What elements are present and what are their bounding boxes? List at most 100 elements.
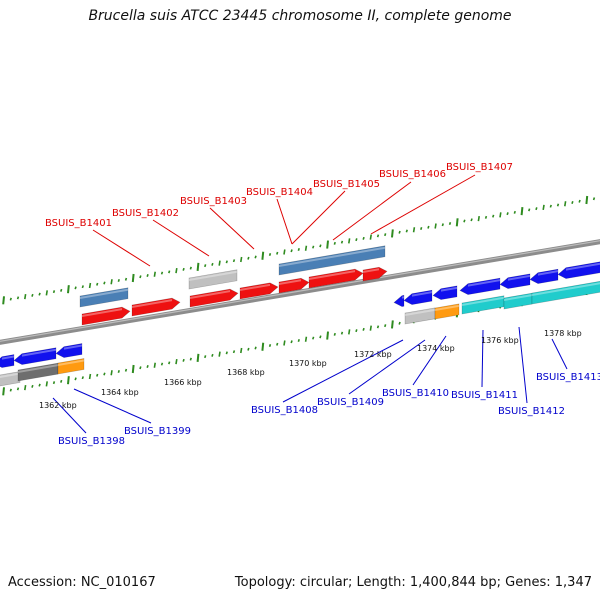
gene-reverse-shine bbox=[22, 348, 56, 357]
inner-tick bbox=[131, 364, 135, 374]
feature-box-shine bbox=[532, 282, 600, 296]
gene-forward bbox=[189, 288, 239, 308]
feature-box bbox=[17, 362, 59, 382]
outer-tick bbox=[276, 251, 279, 255]
outer-tick bbox=[218, 260, 221, 266]
inner-tick bbox=[189, 357, 192, 361]
outer-tick bbox=[153, 271, 156, 277]
gene-reverse-shine bbox=[412, 291, 432, 297]
outer-tick bbox=[528, 208, 531, 212]
outer-tick bbox=[463, 219, 466, 223]
inner-tick bbox=[153, 362, 156, 368]
outer-tick bbox=[477, 215, 480, 222]
gene-label-forward-leader bbox=[209, 207, 255, 250]
kbp-label: 1378 kbp bbox=[544, 329, 582, 338]
outer-tick bbox=[434, 223, 437, 229]
outer-tick bbox=[376, 234, 380, 238]
gene-label-forward-leader bbox=[92, 229, 151, 267]
gene-label-forward: BSUIS_B1405 bbox=[313, 179, 380, 190]
backbone-highlight bbox=[0, 240, 600, 342]
outer-tick bbox=[333, 241, 336, 245]
gene-label-forward-leader bbox=[370, 174, 476, 235]
genome-summary: Topology: circular; Length: 1,400,844 bp… bbox=[234, 575, 592, 590]
outer-tick bbox=[391, 229, 394, 238]
gene-label-forward-leader bbox=[291, 190, 346, 245]
gene-forward-shine bbox=[363, 268, 379, 273]
feature-box-shine bbox=[189, 270, 237, 281]
inner-tick bbox=[117, 370, 120, 373]
outer-tick bbox=[585, 195, 589, 205]
gene-reverse-shine bbox=[64, 344, 82, 350]
inner-tick bbox=[319, 335, 322, 339]
outer-tick bbox=[45, 290, 48, 296]
inner-tick bbox=[391, 320, 394, 329]
outer-tick bbox=[38, 292, 41, 296]
inner-tick bbox=[211, 353, 214, 357]
feature-box-shine bbox=[462, 296, 504, 306]
outer-tick bbox=[189, 266, 192, 270]
gene-forward-shine bbox=[82, 308, 122, 317]
outer-tick bbox=[96, 282, 99, 286]
outer-tick bbox=[412, 227, 416, 233]
gene-label-forward: BSUIS_B1406 bbox=[379, 169, 446, 180]
gene-reverse-shine bbox=[508, 274, 530, 281]
inner-tick bbox=[225, 351, 228, 355]
outer-tick bbox=[362, 236, 365, 240]
inner-tick bbox=[9, 388, 12, 392]
gene-label-forward: BSUIS_B1404 bbox=[246, 187, 313, 198]
gene-reverse bbox=[557, 261, 600, 279]
gene-label-forward: BSUIS_B1402 bbox=[112, 208, 179, 219]
outer-tick bbox=[124, 277, 128, 281]
gene-reverse-shine bbox=[402, 296, 404, 299]
inner-tick bbox=[16, 387, 20, 391]
outer-tick bbox=[139, 275, 142, 279]
inner-tick bbox=[247, 347, 250, 351]
inner-tick bbox=[312, 336, 315, 340]
feature-track bbox=[0, 245, 600, 387]
gene-reverse bbox=[529, 268, 559, 284]
inner-tick bbox=[333, 332, 336, 336]
inner-tick bbox=[384, 324, 387, 328]
outer-tick bbox=[254, 255, 257, 259]
gene-reverse bbox=[55, 343, 83, 358]
gene-reverse bbox=[432, 285, 458, 300]
gene-forward bbox=[131, 297, 181, 317]
inner-tick bbox=[276, 342, 279, 346]
outer-tick bbox=[484, 215, 488, 219]
gene-reverse-shine bbox=[2, 355, 14, 360]
outer-tick bbox=[52, 290, 56, 294]
kbp-label: 1366 kbp bbox=[164, 378, 202, 387]
outer-tick bbox=[240, 256, 243, 263]
inner-tick bbox=[218, 351, 221, 357]
outer-tick bbox=[268, 252, 272, 256]
outer-tick bbox=[160, 271, 164, 275]
outer-tick bbox=[110, 279, 113, 285]
outer-tick bbox=[319, 244, 322, 248]
gene-reverse bbox=[459, 277, 501, 295]
gene-label-reverse: BSUIS_B1412 bbox=[498, 406, 565, 417]
outer-tick bbox=[571, 200, 574, 204]
outer-tick bbox=[31, 293, 34, 297]
outer-tick bbox=[556, 203, 560, 207]
outer-tick bbox=[74, 286, 77, 290]
outer-tick bbox=[470, 218, 473, 222]
inner-tick bbox=[398, 321, 401, 325]
gene-forward bbox=[278, 277, 310, 294]
feature-box-shine bbox=[0, 372, 20, 378]
gene-label-reverse: BSUIS_B1409 bbox=[317, 397, 384, 408]
inner-tick bbox=[254, 346, 257, 350]
gene-label-reverse-leader bbox=[52, 397, 87, 434]
outer-tick bbox=[16, 296, 20, 300]
outer-tick bbox=[499, 212, 502, 218]
inner-tick bbox=[355, 329, 358, 333]
outer-tick bbox=[103, 281, 106, 285]
outer-tick bbox=[211, 262, 214, 266]
inner-tick bbox=[60, 379, 63, 383]
outer-tick bbox=[520, 207, 524, 216]
gene-forward-shine bbox=[240, 283, 270, 291]
inner-tick bbox=[283, 340, 286, 346]
outer-tick bbox=[564, 201, 567, 207]
outer-tick bbox=[9, 297, 12, 301]
inner-tick bbox=[124, 368, 128, 372]
outer-tick bbox=[578, 199, 581, 203]
